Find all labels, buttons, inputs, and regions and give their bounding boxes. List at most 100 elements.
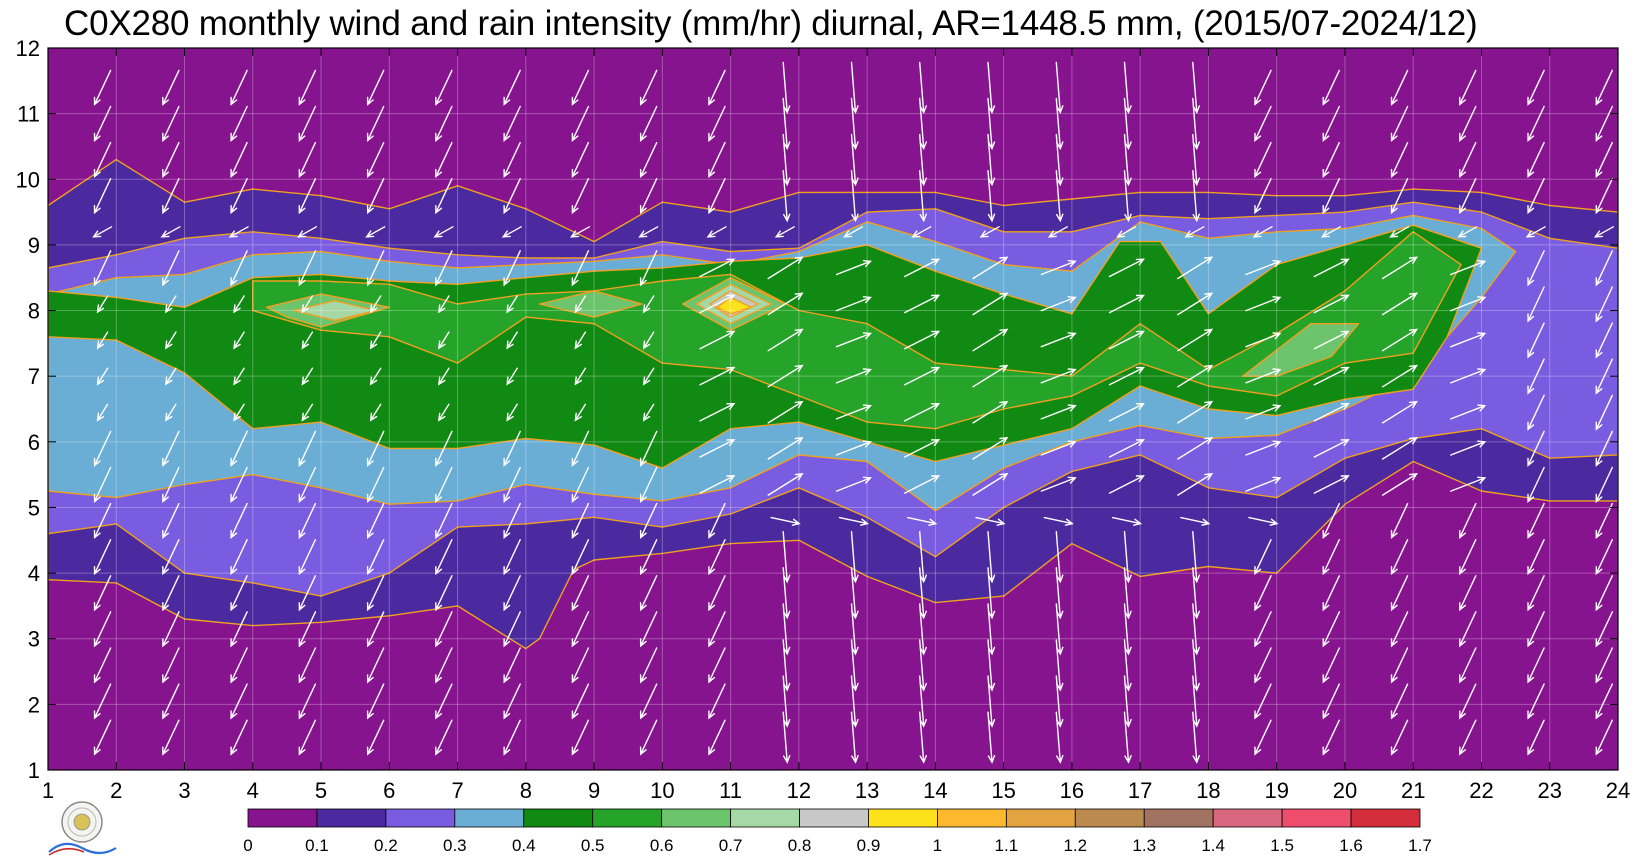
wind-vector [642,295,655,314]
wind-vector [574,403,587,422]
wind-vector [1123,531,1132,584]
x-tick-label: 2 [110,778,122,803]
wind-vector [835,368,873,384]
wind-vector [972,473,1009,496]
wind-vector [1595,358,1613,395]
wind-vector [435,105,453,142]
wind-vector [699,366,736,386]
wind-vector [438,331,450,350]
wind-vector [503,502,521,540]
colorbar: 0 0.1 0.2 0.3 0.4 0.5 0.6 0.7 0.8 0.9 1 1.1 1.2 1.3 1.… [243,808,1432,855]
colorbar-label: 0.7 [719,836,743,855]
wind-vector [639,683,658,720]
wind-vector [1457,226,1478,238]
wind-vector [1252,226,1273,238]
wind-vector [1248,516,1279,526]
wind-vector [767,436,804,460]
wind-vector [1450,476,1487,492]
wind-vector [1043,516,1074,526]
wind-vector [708,683,726,720]
wind-vector [1055,531,1064,584]
y-tick-label: 11 [17,102,40,127]
wind-vector [639,141,658,179]
wind-vector [904,366,941,386]
x-tick-label: 20 [1333,778,1357,803]
wind-vector [298,69,317,106]
colorbar-label: 0.5 [581,836,605,855]
wind-vector [571,69,590,106]
wind-vector [228,226,249,238]
wind-vector [1595,719,1613,756]
wind-vector [907,516,938,526]
wind-vector [435,539,453,576]
wind-vector [1177,292,1214,316]
wind-vector [1595,430,1613,467]
colorbar-label: 0.8 [788,836,812,855]
wind-vector [1108,402,1145,422]
wind-vector [1313,294,1350,314]
wind-vector [1108,475,1145,494]
wind-vector [1108,258,1145,278]
wind-vector [1322,683,1340,720]
wind-vectors [92,61,1614,764]
wind-vector [1390,69,1409,106]
wind-vector [767,400,804,424]
wind-vector [571,502,590,540]
wind-vector [435,69,453,106]
wind-vector [1527,683,1545,720]
wind-vector [1320,226,1341,238]
colorbar-label: 1.1 [995,836,1019,855]
wind-vector [1254,611,1272,648]
wind-vector [1527,286,1545,323]
wind-vector [93,105,112,142]
wind-vector [366,683,385,720]
wind-vector [162,105,180,142]
wind-vector [1180,516,1211,526]
wind-vector [987,61,996,115]
wind-vector [92,226,113,238]
wind-vector [503,611,521,648]
wind-vector [1322,719,1340,756]
wind-vector [298,141,317,179]
wind-vector [435,611,453,648]
wind-vector [574,331,587,350]
wind-vector [1527,141,1545,179]
wind-vector [1313,258,1350,278]
wind-vector [1040,296,1077,312]
x-tick-label: 16 [1060,778,1084,803]
wind-vector [1527,69,1545,106]
wind-vector [1245,404,1282,420]
wind-vector [162,141,180,179]
wind-vector [506,367,518,386]
wind-vector [1254,719,1272,756]
wind-vector [369,331,382,350]
wind-vector [165,295,177,314]
wind-vector [1390,683,1409,720]
wind-vector [843,226,864,238]
wind-vector [1459,683,1477,720]
wind-vector [230,141,248,179]
wind-vector [1123,61,1132,115]
wind-vector [233,403,245,422]
wind-vector [435,250,453,287]
wind-vector [503,69,521,106]
wind-vector [1527,105,1545,142]
wind-vector [366,105,385,142]
wind-vector [708,69,726,106]
wind-vector [93,430,112,467]
x-tick-label: 22 [1469,778,1493,803]
wind-vector [1245,332,1282,348]
wind-vector [93,719,112,756]
wind-vector [1177,473,1214,496]
wind-vector [571,466,590,503]
wind-vector [1177,436,1214,460]
colorbar-swatch [385,808,456,828]
wind-vector [1595,178,1613,215]
wind-vector [1245,296,1282,312]
wind-vector [639,466,658,503]
wind-vector [1313,475,1350,494]
wind-vector [1055,61,1064,115]
wind-vector [369,295,382,314]
y-tick-label: 5 [28,495,40,520]
wind-vector [298,430,317,467]
